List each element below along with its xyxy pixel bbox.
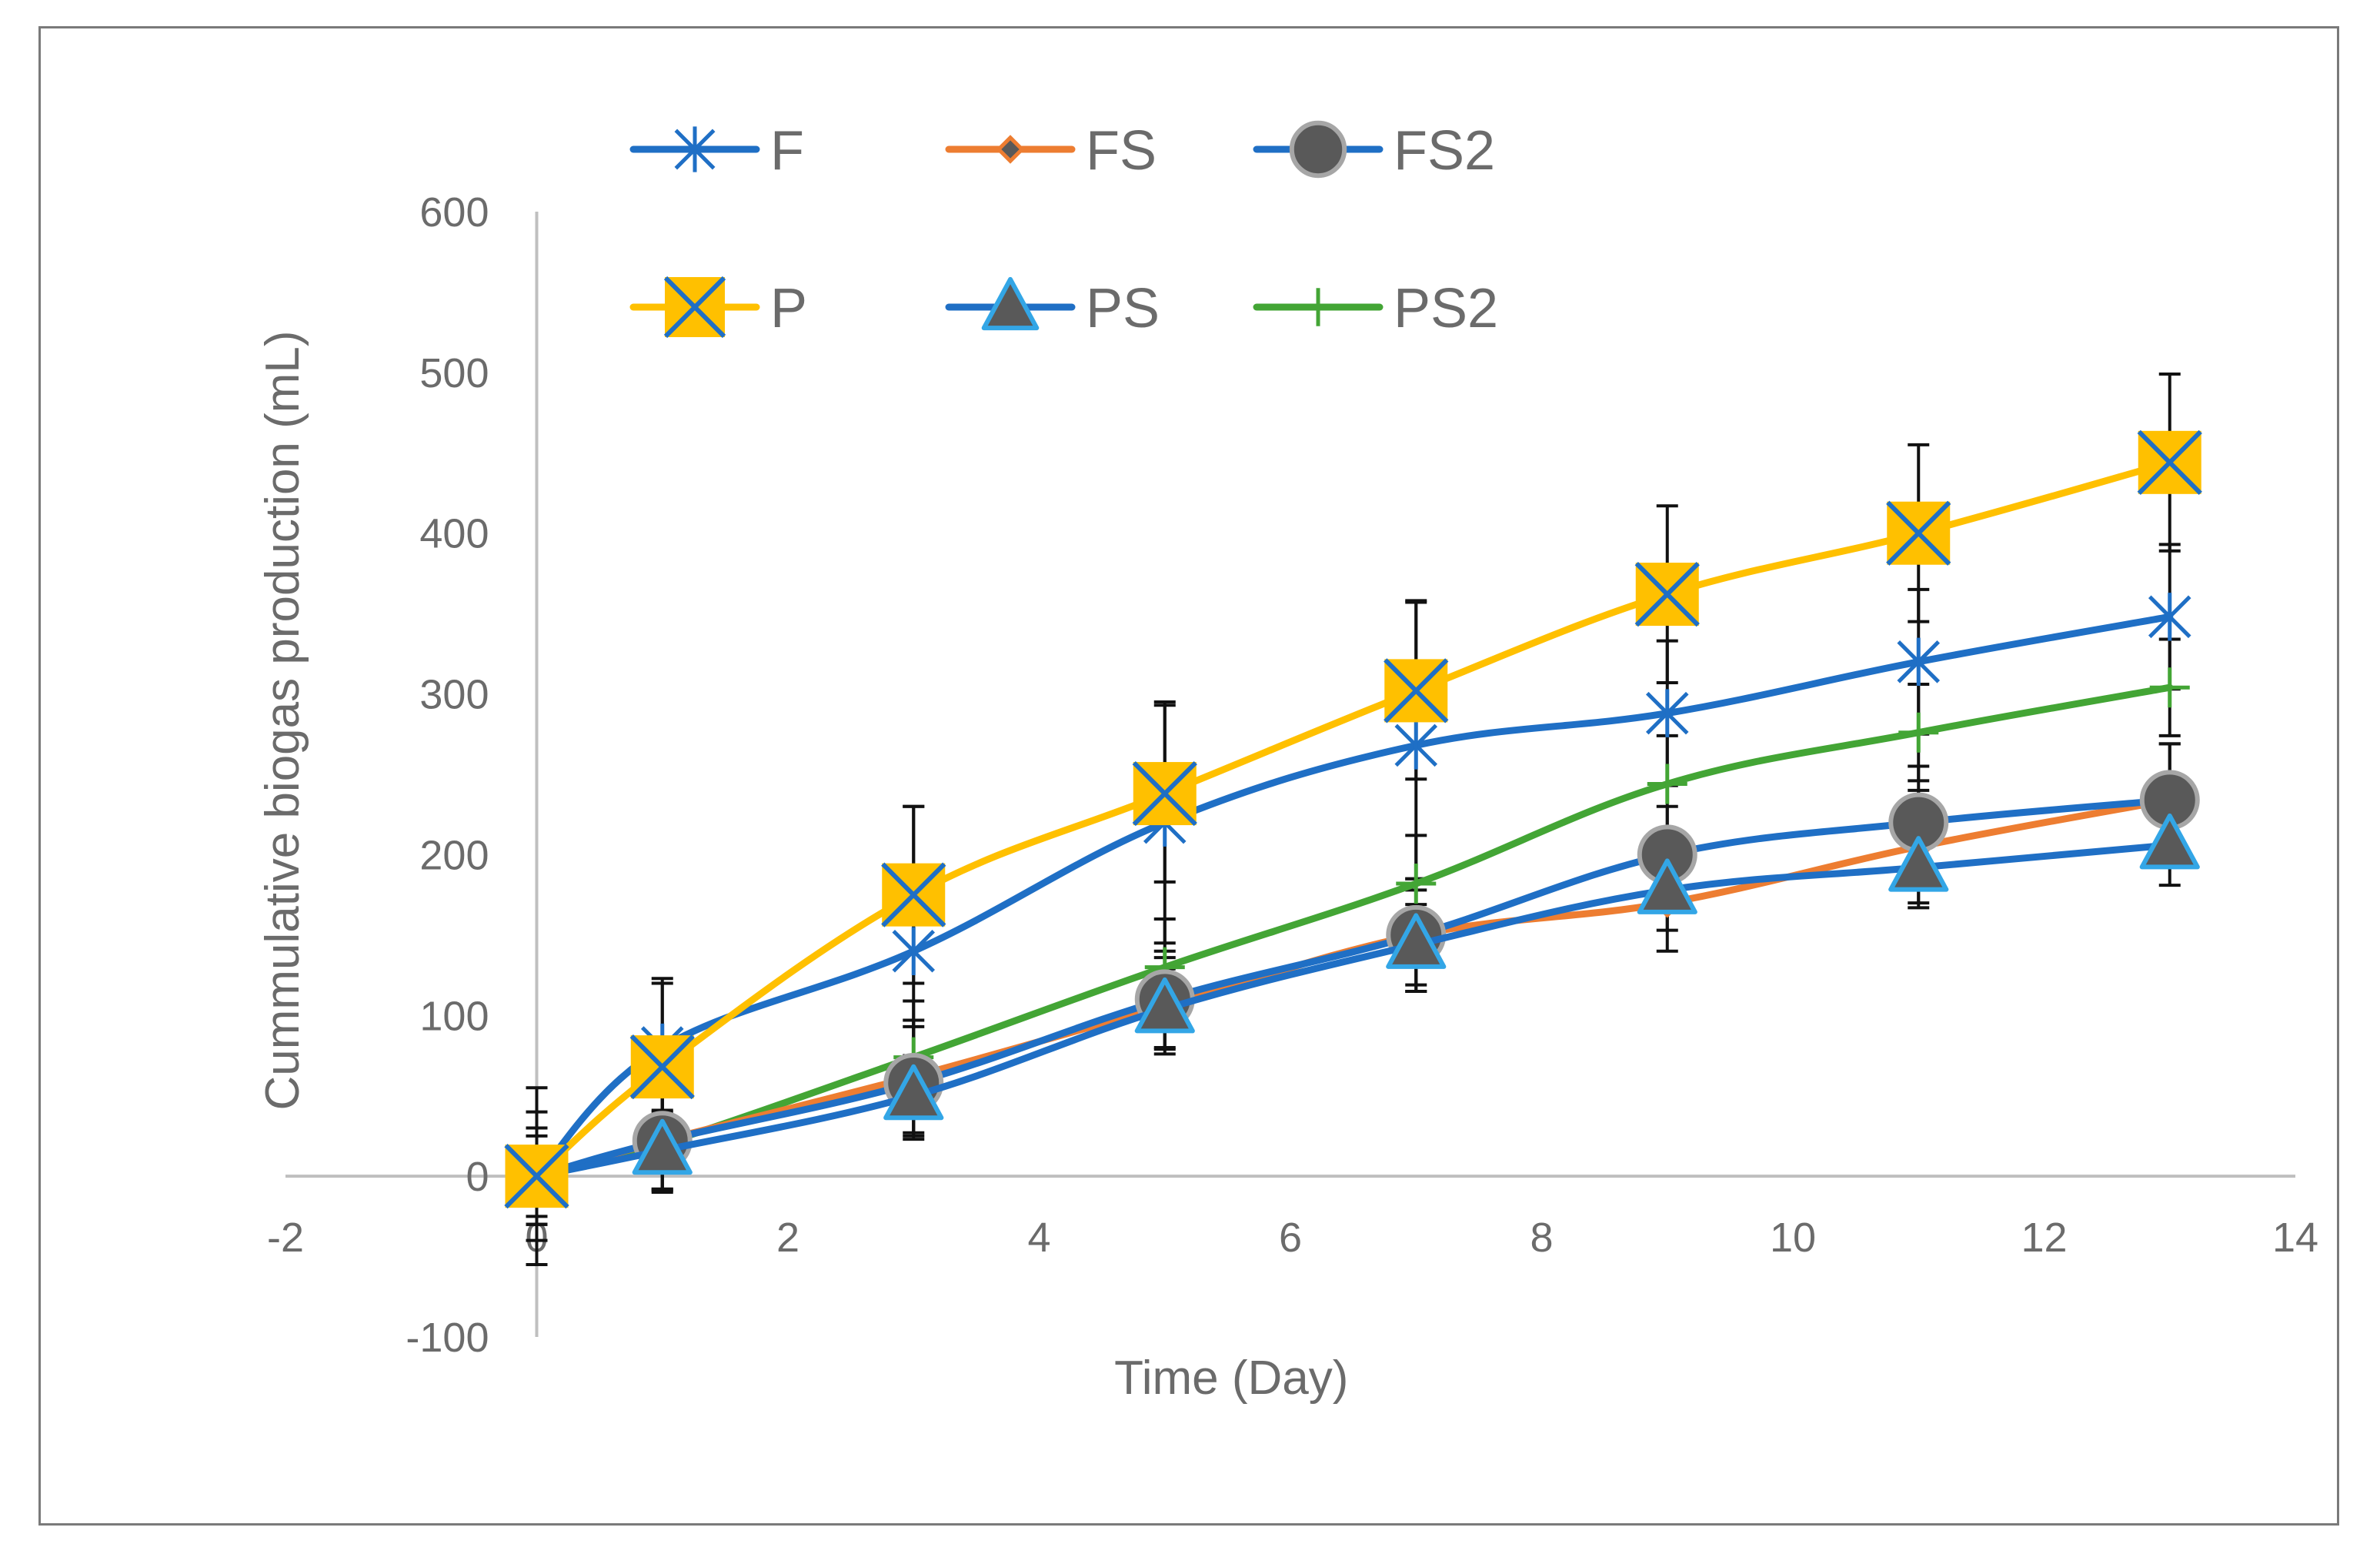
- y-tick-label: 0: [466, 1154, 489, 1200]
- circle-marker: [1289, 120, 1347, 179]
- triangle-marker: [1386, 913, 1447, 969]
- x-tick-label: 10: [1770, 1215, 1816, 1261]
- legend-item-f: F: [629, 120, 804, 182]
- triangle-marker: [632, 1118, 693, 1175]
- series-fs2: [506, 770, 2200, 1207]
- legend-label-fs: FS: [1086, 120, 1157, 182]
- square-marker-cross: [629, 1034, 695, 1100]
- square-marker-cross: [504, 1144, 569, 1209]
- x-tick-label: 4: [1027, 1215, 1050, 1261]
- triangle-marker: [883, 1064, 944, 1121]
- square-marker-cross: [1634, 561, 1700, 627]
- legend-layer: F FS FS2 P PS PS2: [629, 120, 1498, 339]
- y-tick-label: 200: [419, 832, 489, 878]
- y-tick-label: 500: [419, 350, 489, 396]
- triangle-marker: [1134, 977, 1195, 1034]
- triangle-marker: [1888, 836, 1949, 892]
- legend-label-ps2: PS2: [1394, 278, 1498, 339]
- square-marker-cross: [1384, 658, 1449, 724]
- y-tick-label: 100: [419, 993, 489, 1039]
- legend-label-p: P: [770, 278, 807, 339]
- legend-label-ps: PS: [1086, 278, 1160, 339]
- x-tick-label: 12: [2021, 1215, 2067, 1261]
- square-marker-cross: [1132, 760, 1197, 827]
- triangle-marker: [981, 276, 1040, 331]
- y-tick-label: 600: [419, 189, 489, 236]
- series-layer: [504, 429, 2202, 1209]
- series-ps: [506, 813, 2200, 1201]
- y-axis-title: Cummulative biogas production (mL): [256, 330, 309, 1110]
- square-marker-cross: [1886, 500, 1951, 566]
- legend-item-p: P: [629, 276, 807, 339]
- legend-label-f: F: [770, 120, 804, 182]
- triangle-marker: [1637, 858, 1697, 914]
- y-tick-label: 300: [419, 672, 489, 718]
- legend-item-ps: PS: [945, 276, 1160, 339]
- series-p: [504, 429, 2202, 1209]
- series-line-f: [533, 613, 2174, 1180]
- x-tick-label: 8: [1530, 1215, 1553, 1261]
- diamond-marker: [996, 135, 1025, 164]
- legend-item-ps2: PS2: [1253, 278, 1498, 339]
- legend-item-fs: FS: [945, 120, 1157, 182]
- x-tick-label: -2: [267, 1215, 304, 1261]
- legend-label-fs2: FS2: [1394, 120, 1495, 182]
- x-tick-label: 14: [2272, 1215, 2318, 1261]
- y-tick-label: 400: [419, 511, 489, 557]
- series-line-ps2: [533, 683, 2174, 1180]
- triangle-marker: [2139, 813, 2200, 870]
- series-line-ps: [533, 841, 2174, 1180]
- x-axis-title: Time (Day): [1114, 1352, 1348, 1405]
- legend-item-fs2: FS2: [1253, 120, 1495, 182]
- y-tick-label: -100: [406, 1315, 489, 1361]
- square-marker-cross: [2137, 429, 2202, 495]
- square-marker-cross: [881, 862, 946, 927]
- x-tick-label: 6: [1279, 1215, 1302, 1261]
- x-tick-label: 2: [776, 1215, 799, 1261]
- square-marker-cross: [663, 276, 726, 339]
